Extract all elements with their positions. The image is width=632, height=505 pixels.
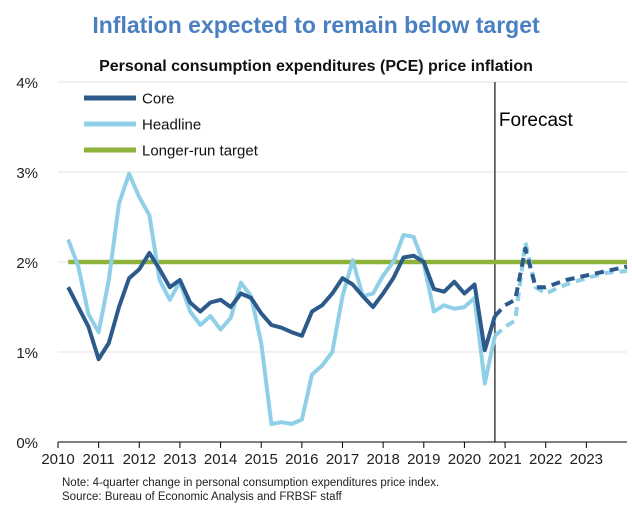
chart-footnote: Note: 4-quarter change in personal consu… <box>62 476 439 504</box>
headline-forecast-line <box>493 240 628 338</box>
legend-label-headline: Headline <box>142 117 201 134</box>
y-tick-label: 1% <box>16 345 38 362</box>
note-text: Note: 4-quarter change in personal consu… <box>62 477 440 489</box>
core-line <box>66 251 497 362</box>
x-tick-label: 2010 <box>41 451 74 468</box>
x-tick-label: 2016 <box>285 451 318 468</box>
x-tick-label: 2017 <box>326 451 359 468</box>
x-tick-label: 2012 <box>123 451 156 468</box>
x-tick-label: 2011 <box>83 451 115 468</box>
axes: 0% 1% 2% 3% 4% 2010 2011 2012 2013 2014 2015 2016 20… <box>16 75 627 468</box>
core-forecast-line <box>493 246 628 318</box>
x-tick-label: 2013 <box>163 451 196 468</box>
x-tick-label: 2019 <box>407 451 440 468</box>
y-tick-label: 3% <box>16 165 38 182</box>
x-tick-label: 2020 <box>448 451 481 468</box>
x-tick-label: 2015 <box>245 451 278 468</box>
pce-inflation-chart: 0% 1% 2% 3% 4% 2010 2011 2012 2013 2014 2015 2016 20… <box>16 75 628 468</box>
series-lines <box>66 171 628 426</box>
legend: Core Headline Longer-run target <box>84 91 259 160</box>
legend-label-target: Longer-run target <box>142 143 259 160</box>
x-tick-label: 2018 <box>366 451 399 468</box>
source-text: Source: Bureau of Economic Analysis and … <box>62 491 342 503</box>
x-tick-label: 2022 <box>529 451 562 468</box>
chart-title: Inflation expected to remain below targe… <box>92 12 540 38</box>
legend-label-core: Core <box>142 91 175 108</box>
y-tick-label: 2% <box>16 255 38 272</box>
forecast-label: Forecast <box>499 110 574 131</box>
y-tick-label: 4% <box>16 75 38 92</box>
headline-line <box>66 171 497 426</box>
y-tick-label: 0% <box>16 435 38 452</box>
chart-subtitle: Personal consumption expenditures (PCE) … <box>99 58 533 75</box>
x-tick-label: 2023 <box>570 451 603 468</box>
x-tick-label: 2014 <box>204 451 237 468</box>
x-tick-label: 2021 <box>488 451 521 468</box>
